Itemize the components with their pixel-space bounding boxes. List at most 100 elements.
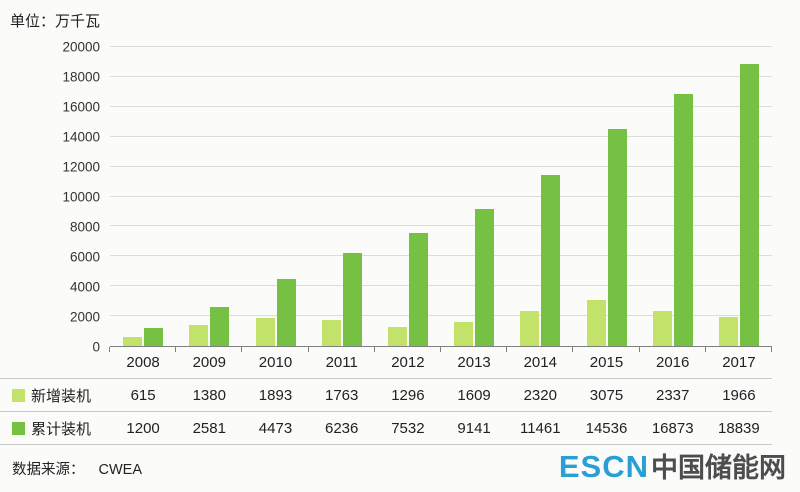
gridline-16000 bbox=[110, 105, 772, 107]
axis-tick bbox=[573, 347, 640, 352]
x-tick-label-2010: 2010 bbox=[258, 354, 293, 371]
value-cell-1-2014: 11461 bbox=[519, 419, 561, 437]
legend-swatch-1 bbox=[12, 421, 25, 435]
gridline-10000 bbox=[110, 195, 772, 197]
bar-cumulative-2015 bbox=[607, 128, 627, 346]
bar-new-2008 bbox=[123, 336, 143, 346]
legend-swatch-0 bbox=[12, 388, 25, 402]
x-tick-label-2014: 2014 bbox=[523, 354, 557, 371]
value-cell-1-2009: 2581 bbox=[192, 419, 226, 437]
gridline-4000 bbox=[110, 285, 772, 287]
value-cell-0-2017: 1966 bbox=[722, 386, 756, 404]
bar-group-2015 bbox=[573, 47, 639, 346]
bar-cumulative-2009 bbox=[210, 307, 230, 346]
x-tick-label-2011: 2011 bbox=[325, 354, 358, 371]
gridline-14000 bbox=[110, 135, 772, 137]
chart-area: 0 2000 4000 6000 8000 10000 12000 14000 16000 180… bbox=[0, 40, 800, 355]
bar-group-2008 bbox=[110, 47, 176, 346]
axis-tick bbox=[176, 347, 243, 352]
bar-group-2014 bbox=[507, 47, 573, 346]
value-cell-1-2016: 16873 bbox=[651, 419, 694, 437]
value-cell-1-2013: 9141 bbox=[457, 419, 491, 437]
axis-tick bbox=[242, 347, 309, 352]
bar-group-2013 bbox=[441, 47, 507, 346]
x-tick-label-2015: 2015 bbox=[589, 354, 624, 371]
value-cell-0-2015: 3075 bbox=[589, 386, 624, 404]
y-tick-label-8000: 8000 bbox=[69, 219, 100, 235]
y-axis: 0 2000 4000 6000 8000 10000 12000 14000 16000 180… bbox=[0, 40, 100, 355]
value-cell-0-2010: 1893 bbox=[258, 386, 293, 404]
axis-tick bbox=[640, 347, 706, 352]
bar-group-2017 bbox=[706, 47, 772, 346]
x-tick-label-2016: 2016 bbox=[656, 354, 690, 371]
y-tick-label-0: 0 bbox=[92, 339, 100, 355]
y-tick-label-18000: 18000 bbox=[62, 69, 100, 85]
bar-group-2010 bbox=[242, 47, 308, 346]
footer: 数据来源： CWEA ESCN中国储能网 bbox=[0, 438, 800, 492]
bar-group-2012 bbox=[375, 47, 441, 346]
x-tick-label-2013: 2013 bbox=[457, 354, 491, 371]
x-tick-label-2012: 2012 bbox=[391, 354, 425, 371]
series-name-0: 新增装机 bbox=[31, 387, 92, 405]
bar-new-2016 bbox=[652, 311, 672, 346]
bar-new-2009 bbox=[189, 325, 209, 346]
value-cell-1-2017: 18839 bbox=[718, 419, 760, 437]
bar-cumulative-2016 bbox=[673, 93, 693, 346]
axis-tick bbox=[441, 347, 508, 352]
value-cell-0-2013: 1609 bbox=[457, 386, 491, 404]
x-axis-ticks bbox=[0, 347, 772, 352]
value-cell-0-2009: 1380 bbox=[192, 386, 226, 404]
logo-escn-text: ESCN bbox=[558, 449, 649, 484]
plot-area bbox=[110, 46, 772, 347]
y-tick-label-20000: 20000 bbox=[62, 39, 100, 55]
x-tick-label-2017: 2017 bbox=[722, 354, 756, 371]
y-tick-label-16000: 16000 bbox=[62, 99, 100, 115]
x-tick-label-2008: 2008 bbox=[126, 354, 160, 371]
y-tick-label-12000: 12000 bbox=[62, 159, 100, 175]
source-value: CWEA bbox=[98, 462, 143, 478]
series-label-cell-0: 新增装机 bbox=[0, 385, 110, 406]
axis-tick bbox=[110, 347, 177, 352]
source-label: 数据来源： bbox=[12, 462, 85, 478]
value-cell-0-2012: 1296 bbox=[391, 386, 425, 404]
axis-tick bbox=[375, 347, 441, 352]
bar-new-2015 bbox=[586, 300, 606, 346]
gridline-2000 bbox=[110, 315, 772, 317]
data-table: 新增装机 615 1380 1893 1763 1296 1609 2320 3075 2337 1… bbox=[0, 378, 772, 445]
unit-label: 单位：万千瓦 bbox=[10, 13, 101, 30]
bar-cumulative-2012 bbox=[408, 233, 428, 346]
gridline-18000 bbox=[110, 75, 772, 77]
bar-cumulative-2011 bbox=[342, 252, 362, 346]
value-cell-1-2008: 1200 bbox=[126, 419, 160, 437]
x-tick-label-2009: 2009 bbox=[192, 354, 226, 371]
bar-new-2013 bbox=[454, 321, 474, 346]
y-tick-label-2000: 2000 bbox=[69, 309, 100, 325]
y-tick-label-4000: 4000 bbox=[69, 279, 100, 295]
gridline-20000 bbox=[110, 46, 772, 47]
value-cell-1-2010: 4473 bbox=[258, 419, 293, 437]
bar-cumulative-2010 bbox=[276, 279, 296, 346]
bar-new-2010 bbox=[255, 317, 275, 346]
axis-tick bbox=[507, 347, 574, 352]
bar-new-2012 bbox=[387, 326, 407, 346]
series-label-cell-1: 累计装机 bbox=[0, 418, 110, 439]
escn-logo: ESCN中国储能网 bbox=[559, 446, 786, 485]
axis-tick bbox=[0, 347, 110, 352]
y-tick-label-10000: 10000 bbox=[62, 189, 100, 205]
x-axis-spacer bbox=[0, 352, 110, 371]
series-row-0: 新增装机 615 1380 1893 1763 1296 1609 2320 3075 2337 1… bbox=[0, 378, 772, 411]
data-source: 数据来源： CWEA bbox=[12, 458, 142, 479]
value-cell-0-2011: 1763 bbox=[325, 386, 359, 404]
series-name-1: 累计装机 bbox=[31, 420, 92, 438]
logo-site-name: 中国储能网 bbox=[651, 453, 786, 483]
bar-cumulative-2014 bbox=[541, 174, 561, 346]
value-cell-0-2014: 2320 bbox=[523, 386, 557, 404]
bars-row bbox=[110, 47, 772, 346]
bar-cumulative-2017 bbox=[739, 64, 759, 346]
bar-new-2014 bbox=[520, 311, 540, 346]
bar-new-2017 bbox=[718, 316, 738, 346]
value-cell-0-2016: 2337 bbox=[656, 386, 690, 404]
axis-tick bbox=[309, 347, 375, 352]
value-cell-1-2011: 6236 bbox=[325, 419, 359, 437]
